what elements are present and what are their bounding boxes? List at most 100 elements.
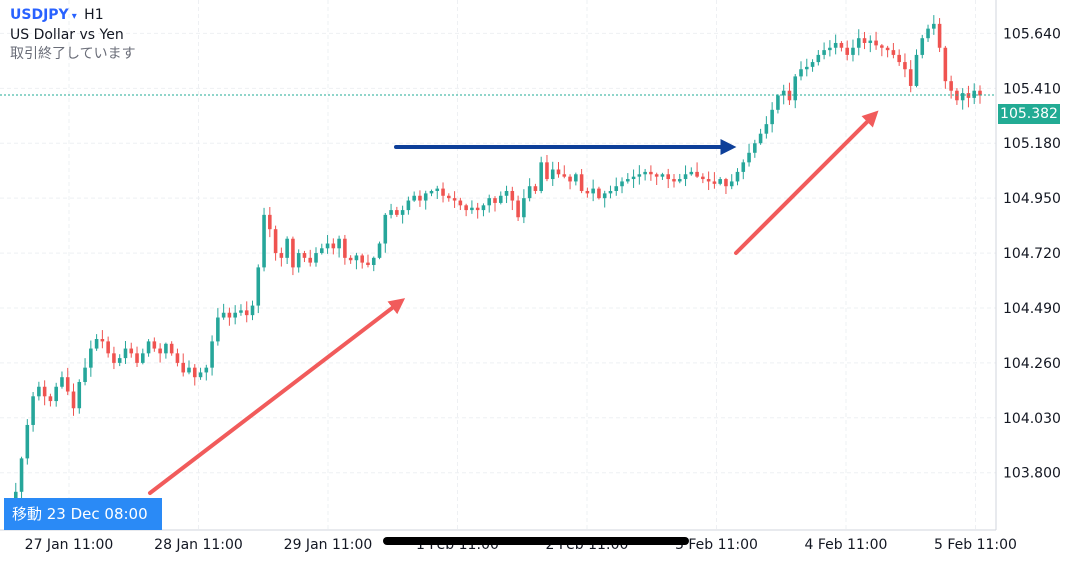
candle [741, 159, 746, 180]
candle [94, 334, 99, 351]
candle-body [654, 174, 659, 177]
candle [810, 59, 815, 72]
candle-body [348, 257, 353, 261]
goto-date-button[interactable]: 移動 23 Dec 08:00 [4, 498, 162, 530]
candle-body [880, 45, 884, 48]
price-tick-label: 104.260 [1003, 356, 1061, 372]
candle [816, 50, 821, 66]
candle [54, 382, 58, 407]
candle [418, 190, 422, 207]
candle-body [487, 198, 492, 206]
candle-body [741, 162, 746, 172]
candle [729, 174, 734, 190]
candle-body [729, 181, 734, 187]
candle-body [273, 229, 278, 254]
candle-body [475, 207, 480, 211]
candle-body [302, 253, 307, 258]
candle-body [262, 214, 266, 268]
symbol-name[interactable]: USDJPY [10, 7, 69, 23]
symbol-description: US Dollar vs Yen [10, 27, 124, 43]
candle [412, 191, 416, 202]
candle [458, 197, 463, 211]
candle [579, 168, 584, 194]
candle [516, 195, 520, 222]
candle-body [175, 353, 180, 363]
candle-body [550, 169, 555, 180]
candle [216, 308, 220, 346]
candle [637, 165, 642, 185]
candle [354, 252, 359, 270]
candle-body [204, 367, 209, 373]
candle [406, 196, 411, 215]
candle-body [770, 109, 774, 125]
candle-body [400, 210, 405, 215]
candle [435, 185, 440, 199]
candle-body [758, 133, 763, 144]
candle [660, 172, 665, 180]
candle [649, 165, 653, 181]
candle-body [568, 176, 572, 182]
candle [764, 116, 769, 139]
candle [146, 339, 151, 357]
time-tick-label: 5 Feb 11:00 [934, 537, 1017, 553]
candle [169, 341, 174, 356]
candle-body [25, 424, 30, 459]
price-axis[interactable]: 105.640 105.410 105.180 104.950 104.720 104.4… [1003, 26, 1061, 481]
candle [978, 85, 982, 104]
candle-body [210, 341, 214, 368]
candle-body [308, 257, 313, 263]
candle [77, 379, 82, 414]
candle-body [493, 198, 497, 203]
candle-body [452, 198, 457, 201]
candle [568, 174, 572, 190]
candle-body [972, 90, 977, 98]
candle [273, 225, 278, 261]
candle-body [435, 188, 440, 191]
candle-body [158, 348, 162, 354]
candle [291, 236, 295, 276]
candle-body [94, 339, 99, 349]
candle-body [395, 210, 399, 215]
candle [862, 31, 867, 50]
candle [452, 191, 457, 208]
candle [447, 193, 451, 202]
timeframe-label[interactable]: H1 [84, 7, 104, 23]
price-tick-label: 103.800 [1003, 466, 1061, 482]
candle [522, 189, 526, 224]
candle-body [677, 179, 682, 182]
trend-arrow-1[interactable] [148, 298, 406, 495]
candle-body [620, 181, 624, 187]
candle-body [129, 348, 134, 354]
candle [117, 354, 122, 367]
candle [106, 336, 110, 358]
chart-grid [0, 0, 996, 530]
price-tick-label: 104.030 [1003, 411, 1061, 427]
time-scrollbar[interactable] [383, 537, 689, 545]
candle-body [516, 200, 520, 218]
candle-body [106, 341, 110, 354]
price-tick-label: 105.640 [1003, 26, 1061, 42]
candle-body [65, 377, 70, 392]
candle-body [19, 458, 24, 492]
candle [955, 88, 959, 105]
chevron-down-icon[interactable]: ▾ [71, 11, 77, 22]
candle [123, 341, 128, 364]
candle [510, 186, 515, 211]
trend-arrow-3[interactable] [734, 110, 879, 255]
candle [793, 73, 798, 109]
candle-body [527, 186, 532, 199]
candle-body [227, 312, 232, 318]
candle-body [510, 190, 515, 201]
candle-body [574, 174, 578, 182]
candle [822, 42, 826, 60]
candle [31, 391, 35, 432]
candle-body [37, 386, 41, 397]
candle [903, 53, 907, 78]
candle-body [539, 162, 543, 191]
candle-body [735, 171, 740, 182]
candle-body [602, 193, 607, 199]
candle [908, 60, 913, 93]
candle [493, 196, 497, 212]
candle-body [331, 243, 336, 249]
